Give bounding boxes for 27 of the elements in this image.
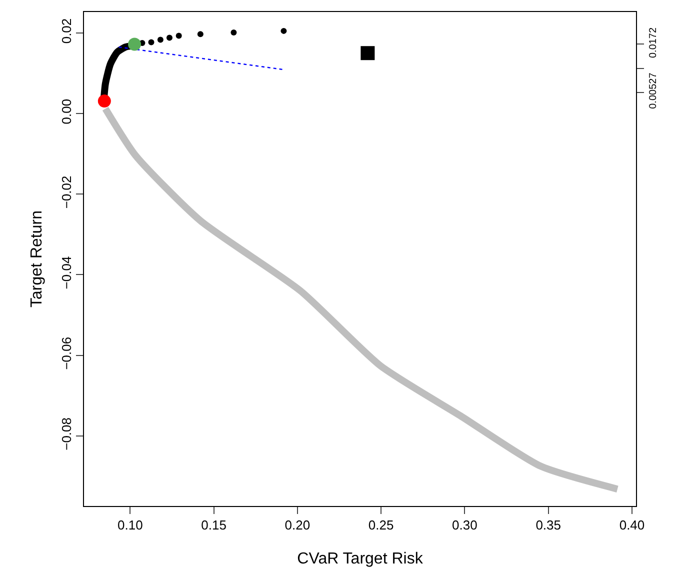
x-tick-label: 0.20: [284, 518, 310, 533]
y-tick-label: −0.06: [58, 336, 74, 370]
y-tick-label: −0.08: [58, 417, 74, 450]
y-tick-label: −0.02: [58, 176, 74, 209]
x-tick-label: 0.40: [619, 518, 645, 533]
point: [157, 36, 164, 43]
x-axis-title: CVaR Target Risk: [297, 550, 424, 568]
x-tick-label: 0.25: [368, 518, 394, 533]
point: [166, 34, 172, 41]
point: [98, 94, 111, 108]
y2-tick-label: 0.0172: [648, 27, 659, 58]
y-tick-label: 0.00: [58, 98, 74, 124]
x-tick-label: 0.10: [118, 518, 143, 533]
x-tick-label: 0.30: [452, 518, 478, 533]
point: [148, 39, 154, 46]
y-tick-label: −0.04: [58, 256, 74, 290]
point: [197, 31, 204, 38]
point: [128, 38, 142, 51]
y-tick-label: 0.02: [58, 18, 74, 44]
y2-tick-label: 0.00527: [648, 72, 659, 109]
point: [280, 28, 287, 34]
point: [360, 46, 375, 60]
y-axis-title: Target Return: [28, 210, 46, 308]
point: [230, 30, 237, 36]
x-tick-label: 0.35: [536, 518, 562, 533]
point: [176, 32, 182, 39]
x-tick-label: 0.15: [201, 518, 226, 533]
